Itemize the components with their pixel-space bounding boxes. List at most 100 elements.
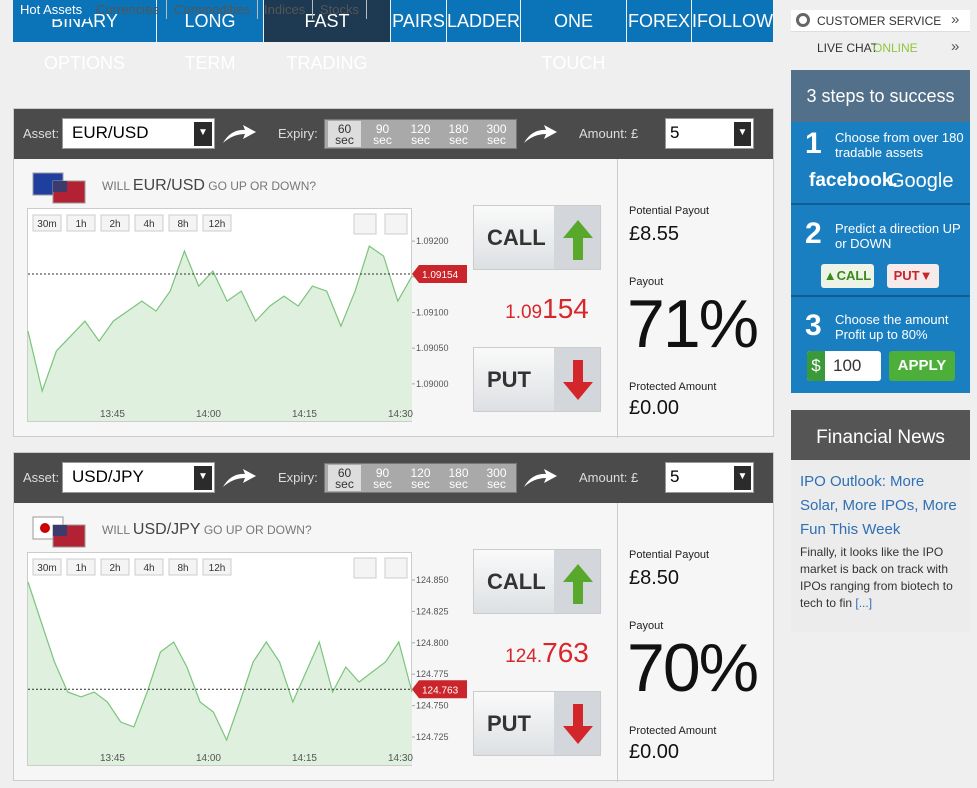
payout-divider — [617, 159, 618, 438]
price: 124.763 — [492, 637, 602, 669]
sub-tab[interactable]: Indices — [257, 0, 314, 19]
amount-select[interactable]: 5 ▼ — [665, 118, 754, 149]
expiry-option[interactable]: 90 sec — [366, 465, 399, 491]
expiry-unit: sec — [411, 133, 430, 147]
range-button[interactable] — [66, 214, 96, 232]
nav-tab[interactable]: FAST TRADING — [264, 0, 390, 73]
nav-tab[interactable]: ONE TOUCH — [521, 0, 626, 73]
put-button[interactable]: PUT — [473, 347, 601, 412]
y-tick-label: 1.09000 — [416, 379, 449, 389]
news-headline[interactable]: IPO Outlook: More Solar, More IPOs, More… — [800, 473, 957, 538]
protected-label: Protected Amount — [629, 725, 717, 737]
range-button[interactable] — [134, 214, 164, 232]
price-pips: 154 — [542, 293, 589, 324]
range-button[interactable] — [32, 558, 62, 576]
read-more[interactable]: [...] — [855, 596, 873, 610]
logo: facebook. — [809, 170, 898, 191]
range-button[interactable] — [202, 214, 232, 232]
price-chart: 1.092001.091501.091001.090501.0900013:45… — [27, 213, 467, 421]
asset-label: Asset: — [23, 470, 60, 485]
chart-type-button[interactable] — [353, 557, 377, 579]
sub-tab[interactable]: Commodities — [167, 0, 258, 19]
range-label: 4h — [143, 563, 154, 574]
sub-tab[interactable]: Hot Assets — [13, 0, 90, 19]
customer-service[interactable]: CUSTOMER SERVICE » — [791, 10, 970, 32]
expiry-unit: sec — [487, 477, 506, 491]
expiry-option[interactable]: 60 sec — [328, 121, 361, 147]
expiry-option[interactable]: 180 sec — [442, 465, 475, 491]
trade-panel: Asset: USD/JPY ▼ Expiry: 60 sec 90 sec 120 sec 180… — [13, 452, 774, 782]
x-tick-label: 14:30 — [388, 753, 413, 764]
expiry-value: 60 — [337, 122, 352, 136]
chevron: » — [951, 38, 960, 55]
y-tick-label: 124.825 — [416, 606, 449, 616]
nav-tab[interactable]: PAIRS — [391, 0, 446, 42]
call-button[interactable]: CALL — [473, 205, 601, 270]
icon — [796, 13, 810, 27]
step-number: 1 — [805, 127, 822, 160]
expiry-option[interactable]: 120 sec — [404, 121, 437, 147]
range-button[interactable] — [202, 558, 232, 576]
range-label: 12h — [209, 563, 226, 574]
nav-tab[interactable]: LADDER — [447, 0, 520, 42]
amount-select[interactable]: 5 ▼ — [665, 462, 754, 493]
amount-value: 5 — [670, 467, 680, 486]
expiry-value: 120 — [410, 122, 431, 136]
apply-button[interactable]: APPLY — [889, 351, 955, 381]
protected-value: £0.00 — [629, 741, 680, 763]
expiry-option[interactable]: 60 sec — [328, 465, 361, 491]
range-button[interactable] — [100, 558, 130, 576]
range-label: 1h — [75, 563, 86, 574]
dropdown: ▼ — [194, 466, 212, 490]
protected-label: Protected Amount — [629, 381, 717, 393]
logo: Google — [889, 170, 954, 192]
chart-type-button[interactable] — [353, 213, 377, 235]
nav-tab[interactable]: IFOLLOW — [692, 0, 773, 42]
expiry-option[interactable]: 300 sec — [480, 465, 513, 491]
dropdown: ▼ — [194, 122, 212, 146]
chart-type-button[interactable] — [384, 213, 408, 235]
range-button[interactable] — [66, 558, 96, 576]
range-button[interactable] — [168, 214, 198, 232]
potential-label: Potential Payout — [629, 549, 710, 561]
x-tick-label: 13:45 — [100, 753, 125, 764]
step-number: 2 — [805, 217, 822, 250]
x-tick-label: 14:15 — [292, 753, 317, 764]
range-label: 4h — [143, 219, 154, 230]
step-number: 3 — [805, 309, 822, 342]
asset-select[interactable]: USD/JPY ▼ — [62, 462, 215, 493]
expiry-option[interactable]: 90 sec — [366, 121, 399, 147]
range-button[interactable] — [100, 214, 130, 232]
chart-type-button[interactable] — [384, 557, 408, 579]
amount-input[interactable]: $ 100 — [807, 351, 881, 381]
put-button[interactable]: PUT — [473, 691, 601, 756]
flag — [53, 525, 67, 536]
expiry-unit: sec — [373, 477, 392, 491]
expiry-option[interactable]: 180 sec — [442, 121, 475, 147]
call-arrow — [563, 564, 593, 604]
expiry-option[interactable]: 120 sec — [404, 465, 437, 491]
live-chat-status: ONLINE — [873, 41, 918, 55]
question-suffix: GO UP OR DOWN? — [208, 179, 317, 193]
y-tick-label: 124.725 — [416, 732, 449, 742]
nav-tab[interactable]: LONG TERM — [157, 0, 263, 73]
sub-tab[interactable]: Stocks — [313, 0, 368, 19]
expiry-option[interactable]: 300 sec — [480, 121, 513, 147]
asset-select[interactable]: EUR/USD ▼ — [62, 118, 215, 149]
put-button[interactable]: PUT▼ — [887, 264, 939, 288]
current-tag — [412, 264, 467, 283]
put-arrow — [563, 360, 593, 400]
asset-value: EUR/USD — [72, 123, 149, 142]
call-button[interactable]: ▲CALL — [821, 264, 874, 288]
live-chat[interactable]: LIVE CHAT ONLINE » — [791, 37, 970, 60]
call-button[interactable]: CALL — [473, 549, 601, 614]
call-arrow — [563, 220, 593, 260]
amount-value: 5 — [670, 123, 680, 142]
range-button[interactable] — [168, 558, 198, 576]
price-main: 1.09 — [505, 302, 543, 323]
range-button[interactable] — [134, 558, 164, 576]
range-button[interactable] — [32, 214, 62, 232]
sub-tab[interactable]: Currencies — [89, 0, 167, 19]
nav-tab[interactable]: FOREX — [627, 0, 691, 42]
